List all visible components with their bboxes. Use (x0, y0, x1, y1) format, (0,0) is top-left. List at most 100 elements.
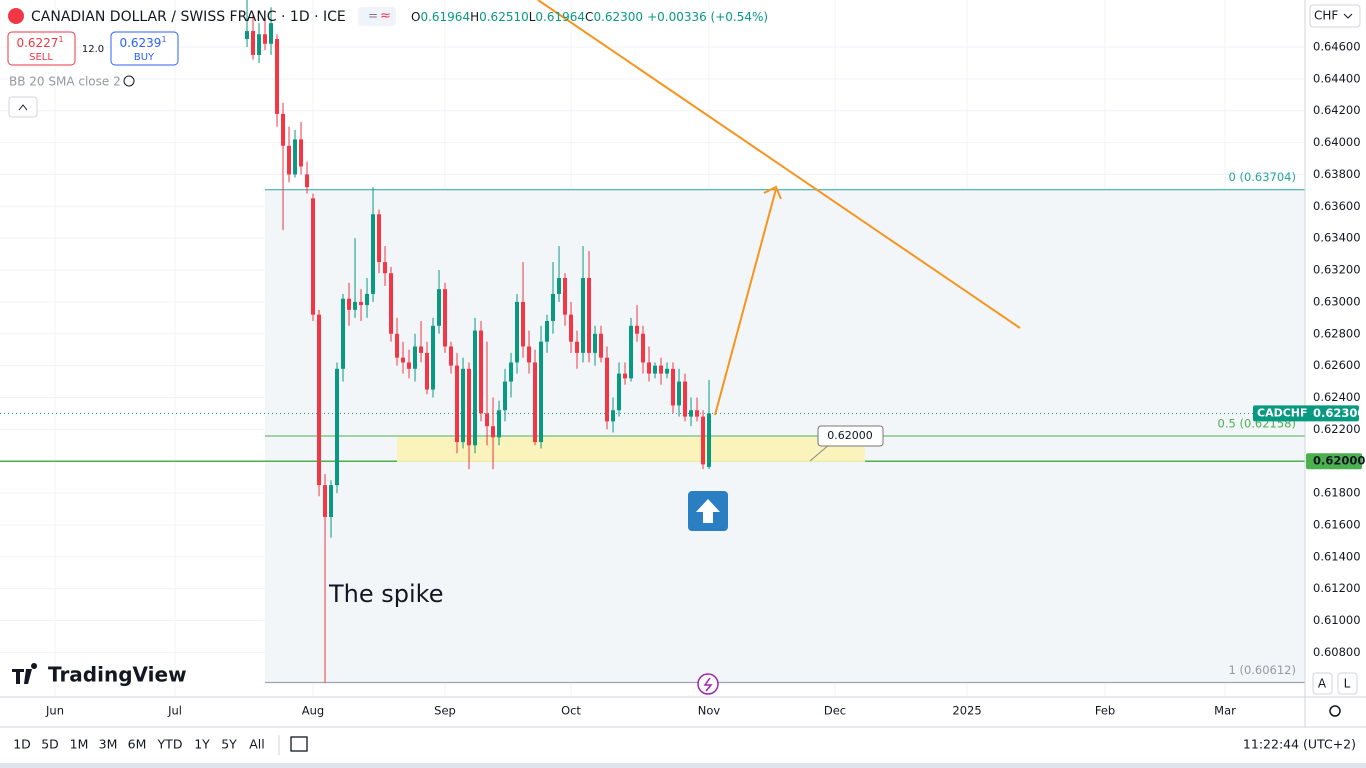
candle-body (461, 368, 466, 443)
candle-body (251, 31, 256, 55)
ohlc-key: H (470, 10, 479, 24)
auto-scale-button[interactable] (1312, 672, 1333, 695)
period-button[interactable]: 5Y (221, 737, 237, 752)
candle-body (569, 314, 574, 342)
hide-indicator[interactable] (123, 75, 135, 87)
candle-body (515, 301, 520, 363)
sell-price: 0.62271 (16, 35, 63, 50)
status-toggle[interactable] (358, 7, 396, 26)
candle-body (263, 34, 268, 44)
fib-label: 0 (0.63704) (1228, 170, 1296, 184)
candle-body (521, 301, 526, 347)
bottom-strip (0, 763, 1366, 768)
candle-body (539, 341, 544, 443)
candle-body (701, 416, 706, 465)
y-tick-label: 0.63400 (1313, 231, 1361, 245)
candle-body (617, 373, 622, 411)
ohlc-value: 0.62300 (593, 10, 643, 24)
buy-label: BUY (134, 52, 155, 63)
candle-body (419, 346, 424, 353)
ohlc-value: 0.62510 (479, 10, 529, 24)
candle-body (317, 314, 322, 486)
settings-button[interactable] (1329, 705, 1341, 717)
y-tick-label: 0.63600 (1313, 199, 1361, 213)
period-button[interactable]: All (249, 737, 265, 752)
candle-body (323, 485, 328, 517)
last-price-label: 0.62300 (1313, 406, 1365, 420)
sell-price-main: 0.6227 (16, 36, 58, 50)
candle-body (551, 293, 556, 322)
currency: CHF (1314, 9, 1338, 23)
candle-body (671, 368, 676, 406)
period-button[interactable]: YTD (157, 737, 183, 752)
candle-body (449, 346, 454, 366)
candle-body (527, 346, 532, 363)
candle-body (377, 214, 382, 263)
candle-body (599, 333, 604, 358)
status-icon: ≈ (380, 9, 391, 24)
status-icon: = (368, 9, 378, 23)
arrow-head (763, 185, 782, 200)
ohlc-legend: O0.61964H0.62510L0.61964C0.62300 +0.00336… (411, 10, 768, 24)
dropdown-icon (1343, 13, 1353, 19)
line-price-tag (1306, 453, 1362, 470)
callout-pointer (809, 443, 831, 462)
x-tick-label: 2025 (952, 704, 981, 718)
candle-body (365, 293, 370, 306)
date-range-button[interactable] (290, 736, 308, 752)
candle-body (431, 325, 436, 390)
last-price-tag (1253, 405, 1359, 422)
callout-label: 0.62000 (827, 429, 873, 442)
period-button[interactable]: 5D (41, 737, 59, 752)
buy-price-pip: 1 (161, 35, 166, 44)
candle-body (683, 381, 688, 417)
period-button[interactable]: 1M (70, 737, 89, 752)
candle-body (353, 301, 358, 310)
period-button[interactable]: 1Y (194, 737, 210, 752)
x-tick-label: Mar (1214, 704, 1236, 718)
period-button[interactable]: 1D (13, 737, 31, 752)
annotation: The spike (328, 580, 443, 608)
event-marker[interactable] (697, 673, 719, 695)
last-price-symbol: CADCHF (1257, 406, 1308, 419)
candle-body (665, 368, 670, 374)
period-bar: 1D 5D 1M 3M 6M YTD 1Y 5Y All (13, 737, 265, 752)
y-tick-label: 0.64600 (1313, 39, 1361, 53)
ohlc-value: +0.00336 (+0.54%) (647, 10, 768, 24)
candle-body (629, 325, 634, 379)
log-scale-button[interactable] (1337, 672, 1358, 695)
tv-logo-icon (12, 663, 38, 684)
candle-body (659, 365, 664, 374)
trend-line (537, 0, 1021, 329)
candle-body (455, 365, 460, 443)
y-tick-label: 0.63800 (1313, 167, 1361, 181)
symbol-title: CANADIAN DOLLAR / SWISS FRANC · 1D · ICE (31, 9, 346, 25)
callout-box (817, 425, 884, 447)
collapse-button[interactable] (8, 96, 38, 118)
x-tick-label: Jun (45, 704, 64, 718)
x-tick-label: Dec (824, 704, 846, 718)
log-scale-label: L (1344, 677, 1351, 691)
candle-body (347, 298, 352, 310)
candle-body (587, 278, 592, 353)
candle-body (335, 368, 340, 486)
period-button[interactable]: 6M (128, 737, 147, 752)
fib-label: 1 (0.60612) (1228, 663, 1296, 677)
buy-button[interactable] (110, 31, 179, 66)
time-axis: Jun Jul Aug Sep Oct Nov Dec 2025 Feb Mar (45, 704, 1236, 718)
currency-select[interactable] (1309, 4, 1361, 28)
ohlc-value: 0.61964 (535, 10, 585, 24)
clock: 11:22:44 (UTC+2) (1243, 737, 1356, 752)
y-tick-label: 0.62200 (1313, 422, 1361, 436)
candle-body (503, 381, 508, 411)
y-tick-label: 0.63000 (1313, 294, 1361, 308)
candle-body (257, 34, 262, 55)
period-button[interactable]: 3M (99, 737, 118, 752)
tv-logo-text: TradingView (48, 663, 187, 687)
candle-body (473, 330, 478, 446)
y-tick-label: 0.61600 (1313, 517, 1361, 531)
y-tick-label: 0.64400 (1313, 71, 1361, 85)
indicator-label: BB 20 SMA close 2 (9, 75, 121, 89)
sell-button[interactable] (7, 31, 76, 66)
